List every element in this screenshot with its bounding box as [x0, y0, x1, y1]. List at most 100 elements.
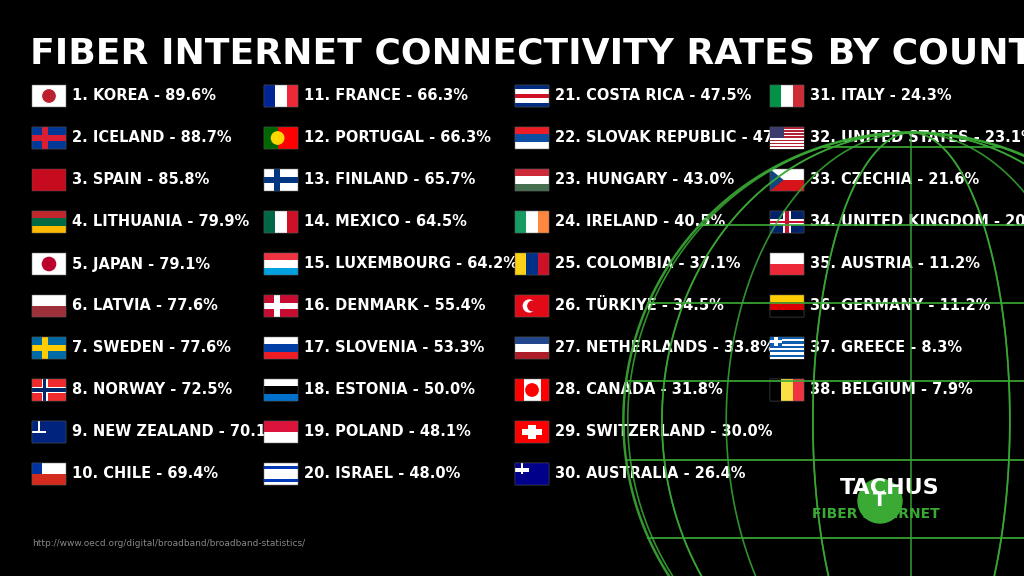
Text: 26. TÜRKIYE - 34.5%: 26. TÜRKIYE - 34.5%	[555, 298, 724, 313]
Text: 34. UNITED KINGDOM - 20.1%: 34. UNITED KINGDOM - 20.1%	[810, 214, 1024, 229]
Text: 17. SLOVENIA - 53.3%: 17. SLOVENIA - 53.3%	[304, 340, 484, 355]
FancyBboxPatch shape	[515, 337, 549, 359]
FancyBboxPatch shape	[32, 226, 66, 233]
FancyBboxPatch shape	[515, 463, 549, 485]
Bar	[273, 169, 280, 191]
FancyBboxPatch shape	[781, 85, 793, 107]
FancyBboxPatch shape	[793, 379, 804, 401]
Bar	[515, 89, 549, 94]
FancyBboxPatch shape	[32, 253, 66, 275]
Bar	[515, 379, 523, 401]
Bar	[264, 352, 298, 359]
FancyBboxPatch shape	[32, 253, 66, 275]
Bar	[770, 337, 782, 346]
Text: 3. SPAIN - 85.8%: 3. SPAIN - 85.8%	[72, 172, 209, 188]
Bar	[264, 304, 298, 309]
FancyBboxPatch shape	[770, 337, 804, 359]
FancyBboxPatch shape	[264, 169, 298, 191]
FancyBboxPatch shape	[32, 306, 66, 317]
Text: 8. NORWAY - 72.5%: 8. NORWAY - 72.5%	[72, 382, 232, 397]
FancyBboxPatch shape	[515, 169, 549, 191]
Text: 32. UNITED STATES - 23.1%: 32. UNITED STATES - 23.1%	[810, 131, 1024, 146]
Text: 21. COSTA RICA - 47.5%: 21. COSTA RICA - 47.5%	[555, 89, 752, 104]
FancyBboxPatch shape	[515, 337, 549, 344]
FancyBboxPatch shape	[515, 421, 549, 443]
FancyBboxPatch shape	[264, 295, 298, 317]
Bar	[38, 421, 40, 432]
Text: 24. IRELAND - 40.5%: 24. IRELAND - 40.5%	[555, 214, 725, 229]
Bar	[42, 127, 48, 149]
Circle shape	[523, 300, 536, 312]
FancyBboxPatch shape	[32, 337, 66, 359]
Bar	[783, 211, 792, 233]
FancyBboxPatch shape	[515, 379, 549, 401]
Bar	[32, 135, 66, 141]
FancyBboxPatch shape	[781, 379, 793, 401]
Bar	[264, 253, 298, 260]
Bar	[515, 463, 528, 474]
Text: 37. GREECE - 8.3%: 37. GREECE - 8.3%	[810, 340, 963, 355]
FancyBboxPatch shape	[770, 295, 804, 317]
FancyBboxPatch shape	[275, 211, 287, 233]
Bar	[515, 142, 549, 149]
FancyBboxPatch shape	[32, 218, 66, 226]
FancyBboxPatch shape	[515, 253, 549, 275]
FancyBboxPatch shape	[770, 85, 804, 107]
FancyBboxPatch shape	[793, 85, 804, 107]
FancyBboxPatch shape	[515, 379, 549, 401]
Bar	[770, 138, 804, 139]
Bar	[32, 463, 42, 474]
FancyBboxPatch shape	[264, 393, 298, 401]
FancyBboxPatch shape	[264, 85, 275, 107]
Text: FIBER INTERNET CONNECTIVITY RATES BY COUNTRY: FIBER INTERNET CONNECTIVITY RATES BY COU…	[30, 36, 1024, 70]
Bar	[264, 127, 278, 149]
Text: 5. JAPAN - 79.1%: 5. JAPAN - 79.1%	[72, 256, 210, 271]
Bar	[32, 463, 66, 474]
FancyBboxPatch shape	[32, 85, 66, 107]
FancyBboxPatch shape	[515, 176, 549, 184]
Bar	[515, 85, 549, 89]
Bar	[43, 379, 46, 401]
Text: 11. FRANCE - 66.3%: 11. FRANCE - 66.3%	[304, 89, 468, 104]
Text: T: T	[873, 491, 887, 510]
FancyBboxPatch shape	[770, 264, 804, 275]
FancyBboxPatch shape	[770, 211, 804, 233]
Text: 13. FINLAND - 65.7%: 13. FINLAND - 65.7%	[304, 172, 475, 188]
FancyBboxPatch shape	[264, 463, 298, 485]
FancyBboxPatch shape	[515, 352, 549, 359]
Bar	[264, 479, 298, 482]
FancyBboxPatch shape	[264, 379, 298, 401]
Bar	[770, 340, 782, 343]
FancyBboxPatch shape	[538, 253, 549, 275]
FancyBboxPatch shape	[264, 211, 298, 233]
Text: 30. AUSTRALIA - 26.4%: 30. AUSTRALIA - 26.4%	[555, 467, 745, 482]
Bar	[770, 127, 783, 138]
Text: 12. PORTUGAL - 66.3%: 12. PORTUGAL - 66.3%	[304, 131, 490, 146]
FancyBboxPatch shape	[32, 463, 66, 485]
Text: 27. NETHERLANDS - 33.8%: 27. NETHERLANDS - 33.8%	[555, 340, 775, 355]
Text: 7. SWEDEN - 77.6%: 7. SWEDEN - 77.6%	[72, 340, 231, 355]
Bar	[521, 463, 523, 474]
FancyBboxPatch shape	[264, 169, 298, 191]
FancyBboxPatch shape	[515, 344, 549, 352]
Circle shape	[43, 90, 55, 102]
Text: 6. LATVIA - 77.6%: 6. LATVIA - 77.6%	[72, 298, 218, 313]
FancyBboxPatch shape	[264, 127, 298, 149]
Bar	[515, 468, 528, 472]
Text: 31. ITALY - 24.3%: 31. ITALY - 24.3%	[810, 89, 951, 104]
Text: 18. ESTONIA - 50.0%: 18. ESTONIA - 50.0%	[304, 382, 475, 397]
Bar	[32, 346, 66, 351]
FancyBboxPatch shape	[32, 379, 66, 401]
Circle shape	[527, 301, 538, 311]
Bar	[264, 177, 298, 183]
Text: 22. SLOVAK REPUBLIC - 47.0%: 22. SLOVAK REPUBLIC - 47.0%	[555, 131, 804, 146]
Bar	[264, 260, 298, 268]
FancyBboxPatch shape	[264, 421, 298, 432]
FancyBboxPatch shape	[515, 295, 549, 317]
FancyBboxPatch shape	[264, 127, 298, 149]
FancyBboxPatch shape	[515, 85, 549, 107]
Text: 14. MEXICO - 64.5%: 14. MEXICO - 64.5%	[304, 214, 467, 229]
FancyBboxPatch shape	[526, 253, 538, 275]
Bar	[541, 379, 549, 401]
FancyBboxPatch shape	[264, 85, 298, 107]
